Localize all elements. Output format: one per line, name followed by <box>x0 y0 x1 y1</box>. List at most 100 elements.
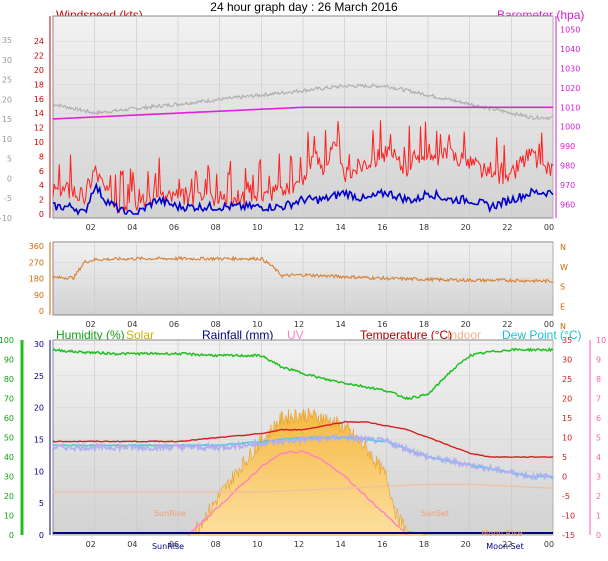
series-temperature-bg <box>53 83 554 121</box>
y-tick-wind: 22 <box>34 52 44 61</box>
x-tick-label: 04 <box>127 223 137 232</box>
sunrise-time-label: SunRise <box>152 542 184 551</box>
y-tick-wind: 16 <box>34 95 44 104</box>
y-tick-rain: 30 <box>34 340 44 349</box>
y-tick-outer: 25 <box>2 76 12 85</box>
x-tick-label: 12 <box>294 223 304 232</box>
y-tick-temperature: 20 <box>562 395 572 404</box>
y-tick-wind: 4 <box>39 181 44 190</box>
y-tick-outer: 35 <box>2 36 12 45</box>
y-tick-wind: 8 <box>39 152 44 161</box>
y-tick-direction: 270 <box>29 258 44 267</box>
legend-humidity: Humidity (%) <box>56 328 125 342</box>
y-tick-humidity: 50 <box>4 434 14 443</box>
y-tick-rain: 0 <box>39 531 44 540</box>
y-tick-rain: 5 <box>39 499 44 508</box>
series-wind-direction <box>52 255 554 284</box>
series-temperature <box>52 420 554 459</box>
y-tick-compass: N <box>560 243 566 252</box>
y-tick-rain: 25 <box>34 372 44 381</box>
y-tick-uv: 8 <box>596 375 601 384</box>
y-tick-baro: 970 <box>560 181 575 190</box>
x-tick-label: 10 <box>252 540 262 549</box>
y-tick-humidity: 30 <box>4 473 14 482</box>
y-tick-wind: 12 <box>34 124 44 133</box>
y-tick-uv: 3 <box>596 473 601 482</box>
x-tick-label: 08 <box>211 223 221 232</box>
x-tick-label: 00 <box>544 320 554 329</box>
y-tick-baro: 1020 <box>560 84 580 93</box>
series-barometer <box>52 106 553 120</box>
x-tick-label: 22 <box>502 320 512 329</box>
legend-uv: UV <box>287 328 304 342</box>
y-tick-temperature: -15 <box>562 531 575 540</box>
y-tick-baro: 1000 <box>560 123 580 132</box>
y-tick-outer: -5 <box>4 194 12 203</box>
y-tick-direction: 180 <box>29 275 44 284</box>
series-humidity <box>52 347 554 401</box>
y-tick-humidity: 80 <box>4 375 14 384</box>
y-tick-wind: 14 <box>34 109 44 118</box>
y-tick-humidity: 20 <box>4 492 14 501</box>
y-tick-uv: 10 <box>596 336 606 345</box>
y-tick-outer: 10 <box>2 135 12 144</box>
x-tick-label: 08 <box>211 320 221 329</box>
moonrise-label: Moon Rise <box>481 529 522 538</box>
y-tick-humidity: 40 <box>4 453 14 462</box>
y-tick-temperature: -10 <box>562 512 575 521</box>
x-tick-label: 22 <box>502 223 512 232</box>
series-feels-like <box>52 432 554 482</box>
y-tick-humidity: 0 <box>9 531 14 540</box>
y-tick-baro: 1040 <box>560 45 580 54</box>
x-tick-label: 14 <box>336 320 346 329</box>
y-tick-outer: 30 <box>2 56 12 65</box>
y-tick-rain: 10 <box>34 467 44 476</box>
x-tick-label: 18 <box>419 223 429 232</box>
x-tick-label: 20 <box>461 320 471 329</box>
y-tick-outer: -10 <box>0 214 12 223</box>
y-tick-baro: 960 <box>560 200 575 209</box>
x-tick-label: 16 <box>377 320 387 329</box>
y-tick-uv: 0 <box>596 531 601 540</box>
y-tick-rain: 15 <box>34 436 44 445</box>
y-tick-wind: 20 <box>34 66 44 75</box>
y-tick-outer: 20 <box>2 95 12 104</box>
y-tick-temperature: 25 <box>562 375 572 384</box>
legend-temperature: Temperature (°C) <box>360 328 453 342</box>
y-tick-temperature: 30 <box>562 356 572 365</box>
x-tick-label: 10 <box>252 223 262 232</box>
legend-rainfall: Rainfall (mm) <box>202 328 274 342</box>
x-tick-label: 14 <box>336 540 346 549</box>
x-tick-label: 02 <box>86 223 96 232</box>
sunset-label: SunSet <box>421 509 449 518</box>
y-tick-direction: 360 <box>29 242 44 251</box>
y-tick-outer: 5 <box>7 155 12 164</box>
y-tick-wind: 6 <box>39 167 44 176</box>
y-tick-compass: W <box>560 263 568 272</box>
y-tick-baro: 990 <box>560 142 575 151</box>
y-tick-temperature: 0 <box>562 473 567 482</box>
page-title: 24 hour graph day : 26 March 2016 <box>210 0 398 14</box>
x-tick-label: 04 <box>127 320 137 329</box>
x-tick-label: 06 <box>169 540 179 549</box>
x-tick-label: 18 <box>419 540 429 549</box>
legend-dewpoint: Dew Point (°C) <box>502 328 582 342</box>
y-tick-humidity: 90 <box>4 356 14 365</box>
y-tick-rain: 20 <box>34 404 44 413</box>
y-tick-outer: 0 <box>7 174 12 183</box>
x-tick-label: 16 <box>377 540 387 549</box>
y-tick-humidity: 100 <box>0 336 14 345</box>
legend-solar: Solar <box>126 328 155 342</box>
y-tick-temperature: 10 <box>562 434 572 443</box>
series-indoor <box>53 483 554 493</box>
y-tick-humidity: 70 <box>4 395 14 404</box>
series-average-wind <box>52 181 554 217</box>
x-tick-label: 10 <box>252 320 262 329</box>
x-tick-label: 18 <box>419 320 429 329</box>
series-uv <box>187 450 408 537</box>
y-tick-temperature: 15 <box>562 414 572 423</box>
y-tick-compass: S <box>560 283 565 292</box>
y-tick-uv: 7 <box>596 395 601 404</box>
x-tick-label: 06 <box>169 320 179 329</box>
